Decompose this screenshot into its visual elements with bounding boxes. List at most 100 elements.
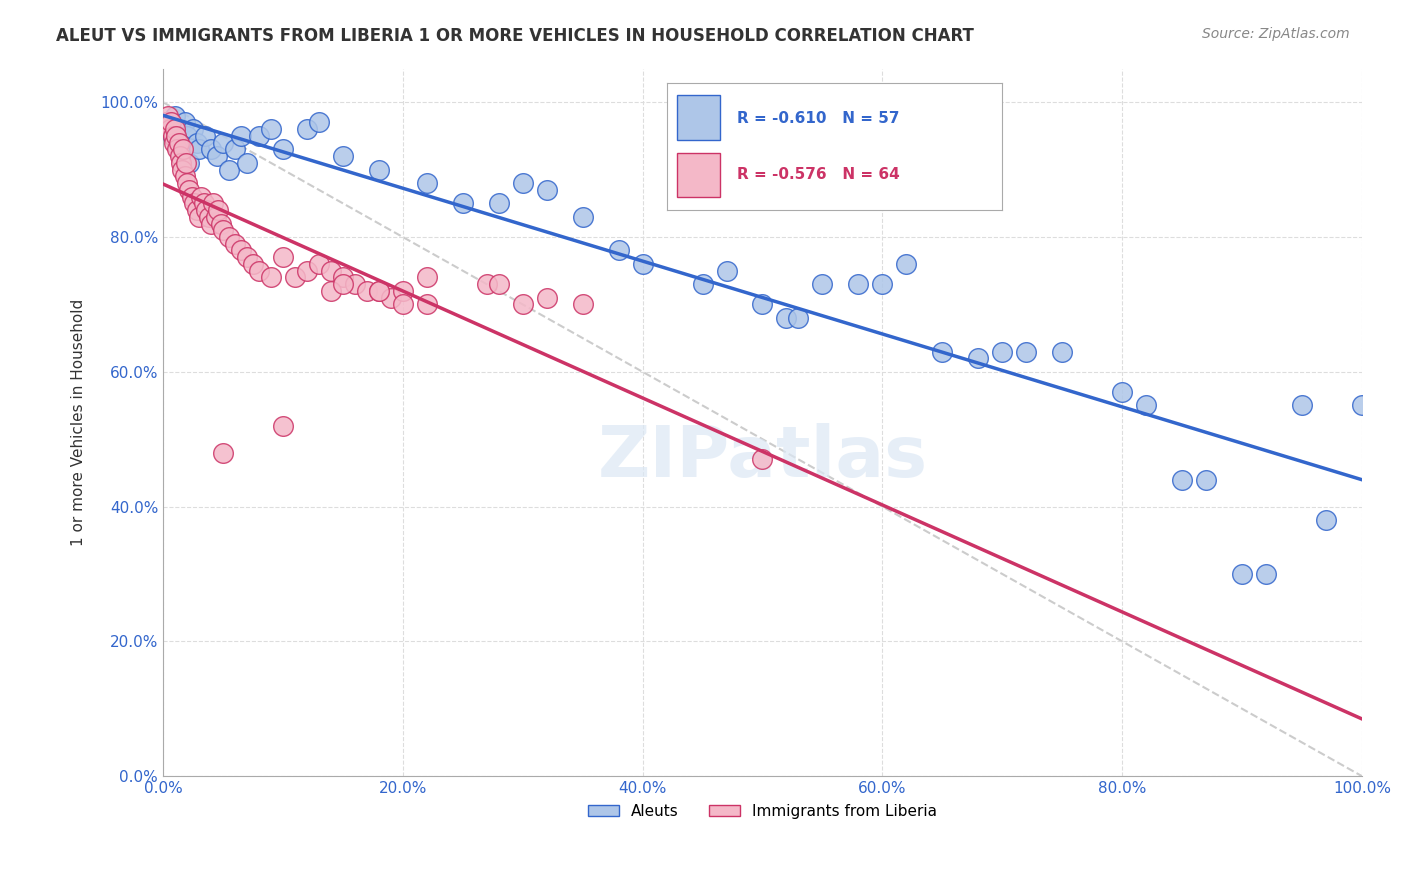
Point — [186, 202, 208, 217]
Text: Source: ZipAtlas.com: Source: ZipAtlas.com — [1202, 27, 1350, 41]
Point — [536, 183, 558, 197]
Point — [332, 149, 354, 163]
Point — [391, 297, 413, 311]
Point — [751, 297, 773, 311]
Point — [172, 142, 194, 156]
Point — [1230, 566, 1253, 581]
Point — [190, 189, 212, 203]
Point — [212, 223, 235, 237]
Point — [229, 244, 252, 258]
Point — [343, 277, 366, 292]
Point — [512, 176, 534, 190]
Point — [716, 263, 738, 277]
Point — [170, 142, 193, 156]
Point — [188, 210, 211, 224]
Point — [169, 149, 191, 163]
Point — [1135, 399, 1157, 413]
Point — [872, 277, 894, 292]
Point — [202, 196, 225, 211]
Point — [1015, 344, 1038, 359]
Point — [1111, 384, 1133, 399]
Point — [308, 257, 330, 271]
Point — [209, 217, 232, 231]
Point — [1254, 566, 1277, 581]
Point — [751, 452, 773, 467]
Point — [174, 156, 197, 170]
Point — [165, 128, 187, 143]
Point — [931, 344, 953, 359]
Point — [356, 284, 378, 298]
Point — [224, 142, 246, 156]
Point — [775, 310, 797, 325]
Point — [172, 162, 194, 177]
Text: ALEUT VS IMMIGRANTS FROM LIBERIA 1 OR MORE VEHICLES IN HOUSEHOLD CORRELATION CHA: ALEUT VS IMMIGRANTS FROM LIBERIA 1 OR MO… — [56, 27, 974, 45]
Point — [967, 351, 990, 366]
Point — [183, 196, 205, 211]
Point — [1315, 513, 1337, 527]
Point — [166, 122, 188, 136]
Point — [224, 236, 246, 251]
Point — [571, 297, 593, 311]
Point — [180, 189, 202, 203]
Point — [157, 115, 180, 129]
Point — [159, 122, 181, 136]
Point — [218, 162, 240, 177]
Point — [186, 136, 208, 150]
Point — [163, 136, 186, 150]
Point — [295, 122, 318, 136]
Point — [236, 156, 259, 170]
Text: ZIPatlas: ZIPatlas — [598, 423, 928, 492]
Point — [236, 250, 259, 264]
Legend: Aleuts, Immigrants from Liberia: Aleuts, Immigrants from Liberia — [582, 798, 943, 825]
Point — [163, 109, 186, 123]
Point — [197, 210, 219, 224]
Point — [787, 310, 810, 325]
Point — [319, 284, 342, 298]
Point — [162, 128, 184, 143]
Point — [212, 445, 235, 459]
Point — [156, 109, 179, 123]
Point — [229, 128, 252, 143]
Point — [416, 270, 439, 285]
Point — [451, 196, 474, 211]
Point — [991, 344, 1014, 359]
Point — [160, 115, 183, 129]
Point — [692, 277, 714, 292]
Point — [271, 250, 294, 264]
Point — [242, 257, 264, 271]
Point — [170, 156, 193, 170]
Point — [631, 257, 654, 271]
Point — [179, 156, 201, 170]
Point — [1291, 399, 1313, 413]
Point — [319, 263, 342, 277]
Point — [218, 230, 240, 244]
Point — [181, 122, 204, 136]
Point — [200, 217, 222, 231]
Point — [200, 142, 222, 156]
Point — [367, 284, 389, 298]
Point — [416, 297, 439, 311]
Point — [1171, 473, 1194, 487]
Point — [332, 277, 354, 292]
Point — [811, 277, 834, 292]
Point — [271, 418, 294, 433]
Point — [848, 277, 870, 292]
Point — [416, 176, 439, 190]
Point — [380, 291, 402, 305]
Point — [271, 142, 294, 156]
Point — [367, 162, 389, 177]
Point — [391, 284, 413, 298]
Point — [475, 277, 498, 292]
Point — [488, 196, 510, 211]
Point — [607, 244, 630, 258]
Point — [1052, 344, 1074, 359]
Point — [247, 128, 270, 143]
Point — [173, 169, 195, 184]
Point — [212, 136, 235, 150]
Point — [194, 128, 217, 143]
Point — [176, 128, 198, 143]
Point — [1351, 399, 1374, 413]
Point — [571, 210, 593, 224]
Y-axis label: 1 or more Vehicles in Household: 1 or more Vehicles in Household — [72, 299, 86, 546]
Point — [247, 263, 270, 277]
